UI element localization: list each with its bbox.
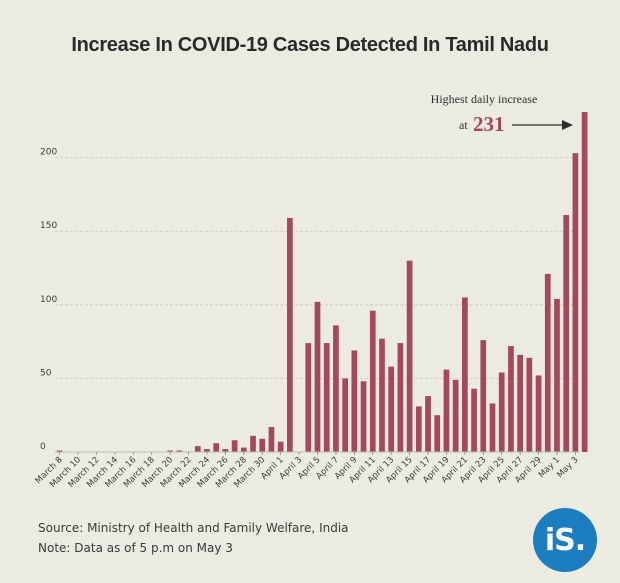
bar xyxy=(323,343,330,452)
bar xyxy=(176,450,183,452)
bar xyxy=(535,375,542,452)
bar xyxy=(213,443,220,452)
bar xyxy=(369,310,376,452)
bars xyxy=(56,112,588,452)
bar xyxy=(342,378,348,452)
bar xyxy=(462,297,468,452)
chart-title: Increase In COVID-19 Cases Detected In T… xyxy=(71,34,549,56)
bar xyxy=(333,325,339,452)
bar xyxy=(277,441,284,452)
y-tick-label: 50 xyxy=(40,368,52,378)
bar xyxy=(268,426,275,452)
y-axis-ticks: 0 50 100 150 200 xyxy=(40,148,57,452)
bar xyxy=(360,381,367,452)
source-note: Source: Ministry of Health and Family We… xyxy=(38,521,349,535)
bar xyxy=(406,260,413,452)
bar xyxy=(194,446,201,452)
bar xyxy=(231,440,238,452)
bar xyxy=(204,449,210,452)
bar xyxy=(572,153,579,452)
annotation-value: 231 xyxy=(473,112,505,136)
bar xyxy=(305,343,312,452)
bar xyxy=(563,215,570,452)
bar xyxy=(517,354,523,452)
bar xyxy=(425,396,431,452)
bar xyxy=(379,338,385,452)
bar xyxy=(443,369,450,452)
bar xyxy=(259,438,266,452)
peak-annotation: Highest daily increase at 231 xyxy=(431,92,573,136)
bar xyxy=(250,435,256,452)
annotation-prefix: at xyxy=(459,118,468,132)
bar xyxy=(314,301,321,452)
x-tick-label: May 3 xyxy=(555,455,580,480)
bar xyxy=(167,450,173,452)
bar xyxy=(434,415,441,452)
bar xyxy=(526,357,533,452)
bar xyxy=(471,388,477,452)
bar xyxy=(415,406,422,452)
bar xyxy=(56,450,63,452)
bar xyxy=(222,449,229,452)
bar xyxy=(452,379,459,452)
annotation-text: Highest daily increase xyxy=(431,92,538,106)
bar xyxy=(544,273,551,452)
indiaspend-logo-icon: iS. xyxy=(533,508,597,572)
bar xyxy=(581,112,588,452)
y-tick-label: 150 xyxy=(40,221,57,231)
bar xyxy=(240,447,247,452)
y-tick-label: 200 xyxy=(40,148,57,158)
bar xyxy=(554,298,560,452)
bar xyxy=(508,346,514,452)
bar xyxy=(480,340,487,452)
bar xyxy=(388,366,395,452)
bar xyxy=(287,217,293,452)
bar xyxy=(489,403,496,452)
bar xyxy=(498,372,505,452)
y-tick-label: 100 xyxy=(40,295,57,305)
bar xyxy=(397,343,404,452)
annotation-arrow-head-icon xyxy=(562,120,573,130)
bar xyxy=(351,350,358,452)
y-tick-label: 0 xyxy=(40,442,46,452)
data-note: Note: Data as of 5 p.m on May 3 xyxy=(38,541,233,555)
